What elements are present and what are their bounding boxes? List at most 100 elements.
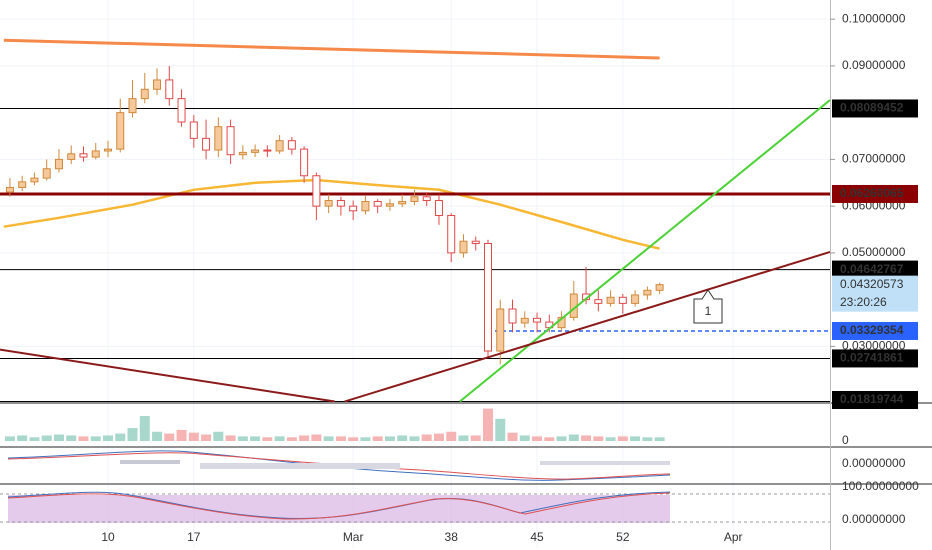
candle-body (361, 200, 370, 212)
volume-bar (201, 434, 212, 441)
volume-bar (139, 416, 150, 441)
level-label-bg (832, 391, 918, 409)
volume-bar (4, 436, 15, 441)
candle-body (336, 200, 345, 207)
volume-bar (102, 435, 113, 441)
x-tick-label: 38 (445, 530, 459, 544)
level-label-bg (832, 260, 918, 279)
volume-bar (617, 436, 628, 441)
y-tick-label: 0.09000000 (842, 58, 906, 72)
candle-body (189, 121, 198, 139)
price-axis: 0.100000000.090000000.070000000.06000000… (830, 11, 919, 526)
x-tick-label: 17 (187, 530, 201, 544)
level-label-bg (832, 321, 918, 340)
candle-body (251, 149, 260, 153)
level-label: 0.08089452 (840, 101, 904, 115)
annotation: 1 (705, 304, 712, 318)
candle-body (631, 294, 640, 304)
candle-body (594, 299, 603, 304)
grid (0, 0, 830, 548)
callout: 1 (693, 289, 723, 324)
volume-bar (581, 435, 592, 441)
candle-body (471, 240, 480, 245)
candle-body (520, 317, 529, 324)
candle-body (508, 308, 517, 324)
y-tick-label: 0.03000000 (842, 339, 906, 353)
volume-bar (152, 431, 163, 441)
volume-bar (164, 433, 175, 441)
volume-bar (66, 435, 77, 441)
volume-bar (213, 431, 224, 441)
candle-body (79, 153, 88, 158)
volume-bar (593, 436, 604, 441)
candle-body (42, 168, 51, 179)
candle-body (226, 126, 235, 156)
volume-bar (421, 434, 432, 441)
volume-bar (630, 436, 641, 441)
candle-body (349, 205, 358, 212)
volume-bar (237, 436, 248, 441)
volume-bar (311, 434, 322, 441)
candle-body (459, 240, 468, 254)
trendline (344, 250, 830, 402)
volume-bar (323, 436, 334, 441)
candle-body (5, 186, 14, 193)
x-tick-label: Apr (724, 530, 743, 544)
macd-hist (540, 461, 670, 465)
x-tick-label: 45 (530, 530, 544, 544)
candle-body (128, 98, 137, 114)
y-tick-label: 0.05000000 (842, 245, 906, 259)
volume-bar (384, 436, 395, 441)
candle-body (483, 243, 492, 352)
volume-bar (188, 432, 199, 441)
last-price-bg (832, 275, 918, 312)
macd-hist (120, 460, 180, 464)
volume-bar (274, 436, 285, 441)
moving-average (3, 178, 660, 250)
stoch-tick-label: 100.00000000 (842, 479, 919, 493)
candle-body (385, 203, 394, 207)
candle-body (287, 140, 296, 150)
volume-bar (568, 434, 579, 441)
candle-body (202, 137, 211, 151)
candle-body (263, 149, 272, 152)
candle-body (67, 153, 76, 160)
volume-bar (482, 408, 493, 441)
x-tick-label: Mar (343, 530, 364, 544)
candle-body (447, 214, 456, 254)
macd-line (7, 450, 671, 481)
volume-bar (532, 436, 543, 441)
candle-body (606, 296, 615, 304)
countdown: 23:20:26 (840, 295, 887, 309)
volume-bar (507, 432, 518, 441)
candle-body (153, 79, 162, 90)
volume-bar (642, 437, 653, 441)
candle-body (165, 79, 174, 100)
candle-body (275, 140, 284, 152)
candle-body (300, 148, 309, 177)
candle-body (214, 126, 223, 151)
candle-body (91, 150, 100, 158)
volume-bar (495, 418, 506, 441)
stoch-band (8, 495, 670, 523)
volume-bar (446, 431, 457, 441)
volume-bar (360, 437, 371, 441)
volume-bar (90, 436, 101, 441)
volume-bar (397, 435, 408, 441)
y-tick-label: 0.07000000 (842, 152, 906, 166)
level-label: 0.01819744 (840, 392, 904, 406)
volume-bar (556, 436, 567, 441)
level-label-bg (832, 184, 918, 203)
candle-body (103, 148, 112, 152)
volume-bar (17, 435, 28, 441)
x-tick-label: 52 (616, 530, 630, 544)
trendline (459, 99, 830, 402)
volume-bar (544, 437, 555, 441)
macd-hist (200, 463, 400, 469)
volume-bar (262, 437, 273, 441)
macd-tick-label: 0.00000000 (842, 456, 906, 470)
candle-body (410, 196, 419, 202)
volume-bar (41, 435, 52, 441)
volume-bar (409, 436, 420, 441)
